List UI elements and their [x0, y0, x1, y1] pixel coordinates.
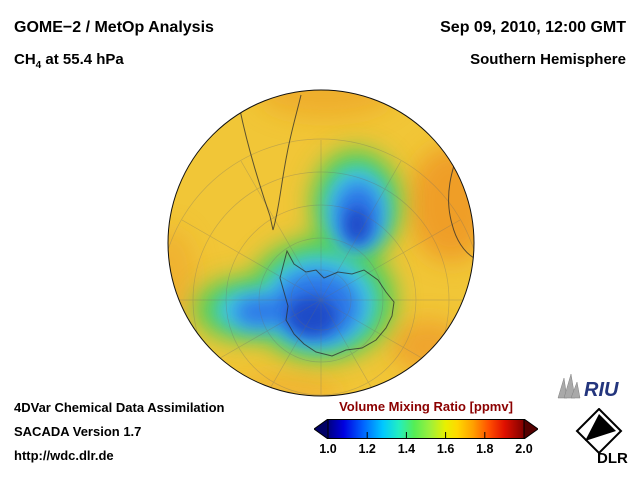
- coastline-south-america: [236, 94, 302, 231]
- assimilation-label: 4DVar Chemical Data Assimilation: [14, 400, 225, 415]
- species-prefix: CH: [14, 51, 36, 68]
- credits-block: 4DVar Chemical Data Assimilation SACADA …: [14, 396, 225, 468]
- riu-logo-peaks-icon: [557, 373, 581, 399]
- species-level-title: CH4 at 55.4 hPa: [14, 44, 214, 82]
- colorbar-tick-label: 1.8: [476, 442, 494, 456]
- colorbar-right-arrow: [523, 419, 538, 439]
- dlr-logo-icon: [575, 408, 623, 455]
- instrument-title: GOME−2 / MetOp Analysis: [14, 19, 214, 36]
- datetime-block: Sep 09, 2010, 12:00 GMT Southern Hemisph…: [440, 12, 626, 76]
- hemisphere-label: Southern Hemisphere: [470, 51, 626, 68]
- colorbar: Volume Mixing Ratio [ppmv] 1.0 1.2 1.4 1.6 1…: [314, 399, 538, 457]
- date-time-label: Sep 09, 2010, 12:00 GMT: [440, 19, 626, 36]
- riu-logo-text: RIU: [584, 379, 619, 401]
- dlr-logo: DLR: [575, 408, 628, 466]
- pressure-level: at 55.4 hPa: [41, 51, 124, 68]
- vortex-deep-core: [287, 207, 369, 336]
- species-subscript: 4: [35, 60, 42, 71]
- colorbar-tick-label: 1.4: [397, 442, 416, 456]
- colorbar-tick-label: 1.0: [319, 442, 337, 456]
- dlr-logo-text: DLR: [597, 450, 628, 466]
- graticule: [168, 138, 474, 396]
- riu-logo: RIU: [557, 373, 619, 401]
- colorbar-tick-label: 1.2: [358, 442, 376, 456]
- colorbar-gradient-bar: [327, 419, 525, 439]
- version-label: SACADA Version 1.7: [14, 424, 142, 439]
- colorbar-tick-marks: [327, 432, 525, 439]
- coastline-antarctica: [279, 249, 395, 357]
- globe-outline: [167, 89, 475, 397]
- colorbar-title: Volume Mixing Ratio [ppmv]: [339, 399, 513, 414]
- colorbar-scale: [314, 419, 538, 439]
- colorbar-tick-labels: 1.0 1.2 1.4 1.6 1.8 2.0: [319, 442, 532, 457]
- globe-map: [167, 89, 475, 397]
- colorbar-tick-label: 1.6: [436, 442, 455, 456]
- title-block: GOME−2 / MetOp Analysis CH4 at 55.4 hPa: [14, 12, 214, 82]
- colorbar-tick-label: 2.0: [515, 442, 533, 456]
- url-label: http://wdc.dlr.de: [14, 448, 114, 463]
- colorbar-left-arrow: [314, 419, 329, 439]
